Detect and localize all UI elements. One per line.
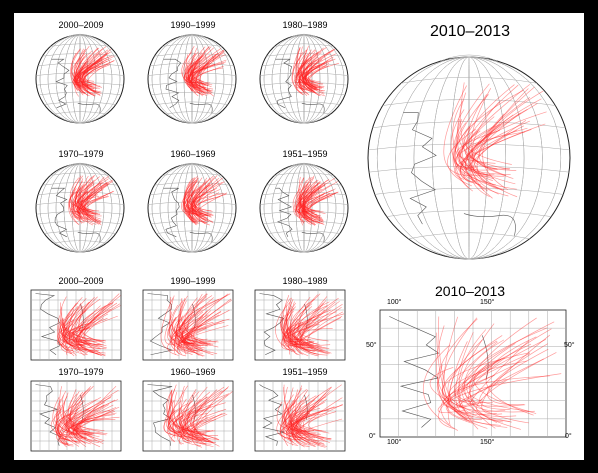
map-1990-1999	[142, 289, 234, 361]
map-tick-bottom-150: 150°	[480, 439, 495, 446]
map-tick-right-50: 50°	[564, 342, 575, 349]
map-title-2010-2013: 2010–2013	[434, 283, 506, 299]
globe-title-1980-1989: 1980–1989	[282, 20, 328, 30]
globe-title-1960-1969: 1960–1969	[170, 149, 216, 159]
globe-1990-1999	[147, 33, 237, 124]
map-tick-top-150: 150°	[480, 299, 495, 306]
globe-2010-2013-coastline	[403, 112, 516, 236]
map-tick-right-0: 0°	[565, 433, 572, 440]
globe-title-2000-2009: 2000–2009	[58, 20, 104, 30]
figure-panel: 2000–2009 1990–1999 1980–1989 1970–1979 …	[14, 13, 584, 460]
map-title-1960-1969: 1960–1969	[170, 367, 216, 377]
map-1960-1969	[142, 380, 234, 452]
globe-2000-2009-tracks	[70, 45, 115, 97]
map-title-1951-1959: 1951–1959	[282, 367, 328, 377]
globe-title-2010-2013: 2010–2013	[429, 23, 511, 40]
globe-title-1990-1999: 1990–1999	[170, 20, 216, 30]
map-tick-left-0: 0°	[369, 433, 376, 440]
globe-1960-1969-tracks	[181, 174, 228, 226]
globe-title-1951-1959: 1951–1959	[282, 149, 328, 159]
globe-2000-2009-coastline	[51, 58, 101, 113]
globe-title-1970-1979: 1970–1979	[58, 149, 104, 159]
figure-canvas	[30, 33, 571, 452]
globe-1990-1999-tracks	[181, 45, 227, 97]
map-title-1970-1979: 1970–1979	[58, 367, 104, 377]
map-tick-bottom-100: 100°	[387, 439, 402, 446]
globe-2000-2009	[35, 33, 125, 124]
globe-1970-1979-coastline	[51, 187, 101, 242]
map-2010-2013-coastline	[389, 316, 489, 428]
globe-1980-1989-coastline	[275, 58, 325, 113]
map-1980-1989	[254, 289, 346, 361]
globe-1951-1959-coastline	[275, 187, 325, 242]
globe-1980-1989	[259, 33, 349, 124]
map-title-1990-1999: 1990–1999	[170, 276, 216, 286]
globe-1970-1979-tracks	[68, 174, 116, 226]
globe-1990-1999-coastline	[163, 58, 213, 113]
map-1990-1999-tracks	[160, 293, 232, 357]
globe-1951-1959	[259, 162, 349, 253]
map-title-2000-2009: 2000–2009	[58, 276, 104, 286]
globe-1960-1969	[147, 162, 237, 253]
map-1980-1989-tracks	[275, 293, 345, 357]
map-2000-2009-tracks	[57, 293, 121, 357]
map-title-1980-1989: 1980–1989	[282, 276, 328, 286]
globe-1980-1989-tracks	[291, 45, 340, 97]
globe-2010-2013	[367, 54, 571, 260]
map-1960-1969-tracks	[163, 384, 233, 448]
map-1970-1979-tracks	[50, 385, 120, 448]
map-1951-1959-tracks	[276, 384, 344, 448]
map-2010-2013	[379, 309, 567, 438]
map-2010-2013-tracks	[423, 316, 562, 431]
map-1951-1959	[254, 380, 346, 452]
globe-2010-2013-tracks	[443, 82, 549, 199]
globe-1951-1959-tracks	[292, 175, 339, 226]
map-tick-top-100: 100°	[387, 299, 402, 306]
globe-1960-1969-coastline	[163, 187, 213, 242]
map-2000-2009	[30, 289, 122, 361]
globe-1970-1979	[35, 162, 125, 253]
map-tick-left-50: 50°	[366, 342, 377, 349]
map-1970-1979	[30, 380, 122, 452]
